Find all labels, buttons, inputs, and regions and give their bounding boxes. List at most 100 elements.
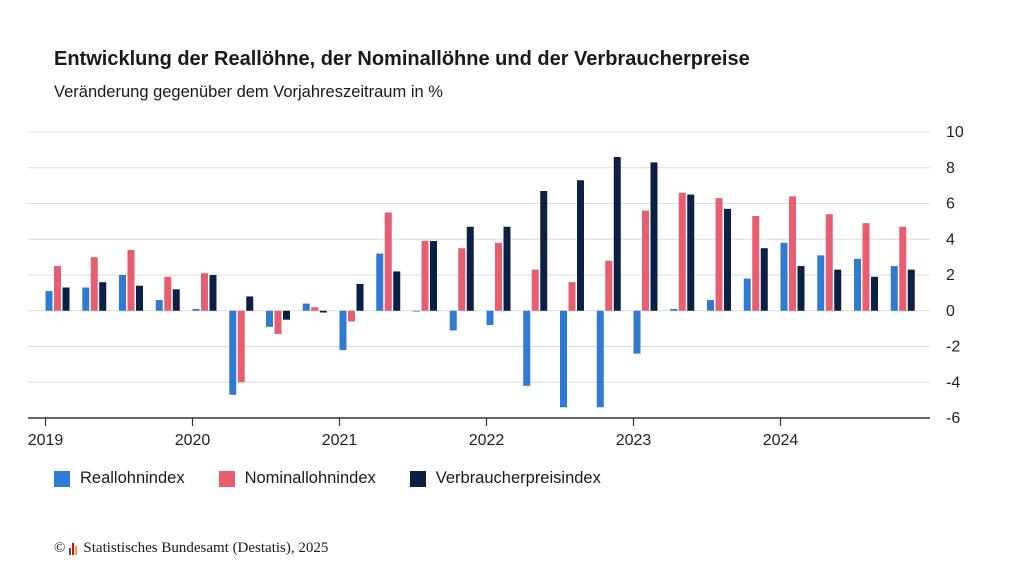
bar-cpi[interactable] — [356, 283, 364, 311]
bar-nominal[interactable] — [495, 242, 502, 311]
x-tick-label: 2023 — [616, 432, 652, 449]
bar-real[interactable] — [229, 310, 237, 395]
legend-label-nominal: Nominallohnindex — [244, 469, 376, 487]
bar-nominal[interactable] — [899, 226, 907, 311]
bar-real[interactable] — [596, 310, 604, 408]
bar-nominal[interactable] — [752, 216, 760, 311]
bar-nominal[interactable] — [384, 212, 392, 311]
bar-nominal[interactable] — [531, 269, 539, 311]
bar-real[interactable] — [376, 253, 384, 311]
tick-labels: 10 8 6 4 2 0 -2 -4 -6 2019 2020 2021 2022 2023 2024 — [28, 124, 964, 449]
bar-nominal[interactable] — [311, 307, 319, 311]
bar-cpi[interactable] — [613, 157, 621, 311]
x-tick-label: 2021 — [322, 432, 358, 449]
bar-nominal[interactable] — [789, 196, 796, 311]
y-tick-label: 2 — [946, 267, 955, 284]
bar-real[interactable] — [560, 310, 567, 408]
bar-cpi[interactable] — [760, 248, 768, 311]
legend-swatch-cpi — [409, 470, 426, 487]
bars — [45, 157, 915, 408]
source-note: © Statistisches Bundesamt (Destatis), 20… — [54, 540, 328, 557]
bar-real[interactable] — [302, 303, 310, 311]
bar-nominal[interactable] — [862, 223, 870, 311]
legend-item-real[interactable]: Reallohnindex — [54, 469, 185, 488]
bar-real[interactable] — [192, 308, 200, 311]
bar-nominal[interactable] — [421, 241, 429, 311]
bar-cpi[interactable] — [797, 266, 805, 311]
bar-nominal[interactable] — [54, 266, 61, 311]
y-tick-label: 6 — [946, 196, 955, 213]
bar-cpi[interactable] — [283, 310, 290, 320]
bar-cpi[interactable] — [724, 208, 731, 311]
bar-real[interactable] — [266, 310, 273, 327]
bar-nominal[interactable] — [127, 249, 135, 311]
bar-nominal[interactable] — [237, 310, 245, 383]
bar-cpi[interactable] — [577, 180, 584, 311]
y-tick-label: -2 — [946, 339, 960, 356]
bar-real[interactable] — [45, 291, 53, 311]
x-tick-label: 2022 — [469, 432, 505, 449]
bar-real[interactable] — [155, 300, 163, 311]
bar-cpi[interactable] — [319, 310, 327, 313]
bar-real[interactable] — [82, 287, 90, 311]
bar-cpi[interactable] — [136, 285, 143, 311]
bar-cpi[interactable] — [503, 226, 511, 311]
legend-label-real: Reallohnindex — [80, 469, 185, 487]
y-tick-label: 8 — [946, 160, 955, 177]
bar-cpi[interactable] — [834, 269, 842, 311]
bar-nominal[interactable] — [90, 257, 98, 311]
chart-title: Entwicklung der Reallöhne, der Nominallö… — [54, 48, 750, 70]
legend-swatch-real — [54, 470, 70, 487]
bar-cpi[interactable] — [871, 276, 878, 311]
bar-real[interactable] — [743, 278, 751, 311]
bar-nominal[interactable] — [605, 260, 613, 311]
legend-item-cpi[interactable]: Verbraucherpreisindex — [409, 469, 601, 488]
bar-nominal[interactable] — [715, 198, 723, 311]
chart-legend: Reallohnindex Nominallohnindex Verbrauch… — [54, 469, 635, 488]
bar-real[interactable] — [780, 242, 788, 311]
bar-real[interactable] — [633, 310, 641, 354]
bar-real[interactable] — [670, 308, 678, 311]
bar-nominal[interactable] — [164, 276, 172, 311]
legend-item-nominal[interactable]: Nominallohnindex — [218, 469, 376, 488]
chart-subtitle: Veränderung gegenüber dem Vorjahreszeitr… — [54, 83, 443, 101]
y-tick-label: -4 — [946, 374, 960, 391]
y-tick-label: 10 — [946, 124, 964, 141]
bar-cpi[interactable] — [687, 194, 695, 311]
bar-nominal[interactable] — [825, 214, 833, 311]
bar-cpi[interactable] — [99, 282, 107, 311]
bar-cpi[interactable] — [246, 296, 254, 311]
bar-real[interactable] — [119, 275, 126, 311]
bar-cpi[interactable] — [466, 226, 474, 311]
bar-nominal[interactable] — [678, 192, 686, 311]
bar-nominal[interactable] — [274, 310, 282, 334]
bar-real[interactable] — [523, 310, 531, 386]
bar-real[interactable] — [817, 255, 825, 311]
bar-nominal[interactable] — [201, 273, 208, 311]
bar-cpi[interactable] — [540, 190, 548, 311]
bar-cpi[interactable] — [650, 162, 658, 311]
bar-real[interactable] — [339, 310, 347, 351]
bar-real[interactable] — [890, 266, 898, 311]
y-tick-label: 0 — [946, 303, 955, 320]
y-tick-label: -6 — [946, 410, 960, 427]
bar-cpi[interactable] — [172, 289, 180, 311]
bar-nominal[interactable] — [568, 282, 576, 311]
bar-nominal[interactable] — [348, 310, 355, 322]
bar-real[interactable] — [413, 310, 420, 312]
source-text: Statistisches Bundesamt (Destatis), 2025 — [83, 540, 329, 556]
bar-real[interactable] — [854, 258, 861, 311]
bar-real[interactable] — [449, 310, 457, 331]
bar-real[interactable] — [486, 310, 494, 326]
x-tick-label: 2024 — [763, 432, 799, 449]
bar-cpi[interactable] — [907, 269, 915, 311]
bar-nominal[interactable] — [458, 248, 466, 311]
bar-cpi[interactable] — [209, 275, 217, 311]
bar-cpi[interactable] — [62, 287, 70, 311]
bar-cpi[interactable] — [430, 241, 437, 311]
bar-nominal[interactable] — [642, 210, 649, 311]
legend-swatch-nominal — [218, 470, 235, 487]
bar-real[interactable] — [707, 300, 714, 311]
bar-cpi[interactable] — [393, 271, 401, 311]
